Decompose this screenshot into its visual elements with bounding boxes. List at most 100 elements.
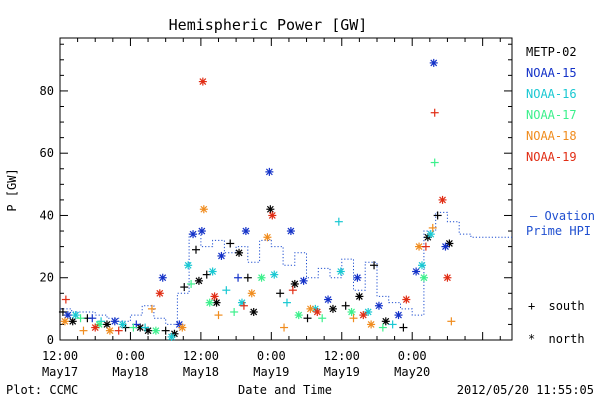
star-stroke-d2 <box>311 305 319 313</box>
star-stroke-d2 <box>235 249 243 257</box>
x-axis: 12:00 May17 0:00 May18 12:00 May18 0:00 May19 12… <box>42 38 501 379</box>
star-stroke-d2 <box>136 324 144 331</box>
star-stroke-d2 <box>427 230 435 238</box>
x-tick-label-time: 12:00 <box>183 349 219 363</box>
south-point-noaa-19 <box>421 242 430 251</box>
south-label: south <box>548 299 584 313</box>
x-tick-label-time: 0:00 <box>398 349 427 363</box>
north-point-noaa-15 <box>394 311 403 320</box>
south-point-metp-02 <box>191 245 200 254</box>
star-stroke-d2 <box>415 243 423 251</box>
south-point-noaa-18 <box>428 223 437 232</box>
star-stroke-d2 <box>420 274 428 282</box>
star-stroke-d2 <box>353 274 361 282</box>
star-stroke-d2 <box>106 327 114 335</box>
north-point-noaa-19 <box>198 77 207 86</box>
south-point-metp-02 <box>58 307 67 316</box>
symbol-legend-north: * north <box>528 332 585 346</box>
star-stroke-d2 <box>364 308 372 316</box>
star-stroke-d2 <box>103 321 111 328</box>
star-stroke-d2 <box>250 308 258 316</box>
north-point-noaa-15 <box>197 227 206 236</box>
y-tick-label: 20 <box>40 271 54 285</box>
star-stroke-d2 <box>268 212 276 219</box>
star-stroke-d2 <box>72 311 80 319</box>
north-point-metp-02 <box>235 248 244 257</box>
north-point-metp-02 <box>194 276 203 285</box>
north-point-noaa-15 <box>286 227 295 236</box>
x-tick-label-time: 12:00 <box>324 349 360 363</box>
south-point-noaa-16 <box>282 298 291 307</box>
star-stroke-d2 <box>144 327 152 335</box>
north-point-metp-02 <box>102 320 111 329</box>
star-stroke-d2 <box>64 311 72 319</box>
north-point-noaa-15 <box>324 295 333 304</box>
north-point-noaa-17 <box>257 273 266 282</box>
y-tick-label: 0 <box>47 333 54 347</box>
south-point-metp-02 <box>226 239 235 248</box>
north-point-metp-02 <box>144 326 153 335</box>
south-point-noaa-16 <box>222 286 231 295</box>
star-stroke-d2 <box>430 59 438 67</box>
star-stroke-d2 <box>211 292 219 300</box>
x-tick-label-time: 0:00 <box>257 349 286 363</box>
north-point-noaa-15 <box>429 58 438 67</box>
north-point-noaa-19 <box>313 307 322 316</box>
north-point-noaa-19 <box>91 323 100 332</box>
north-point-noaa-16 <box>364 307 373 316</box>
north-point-metp-02 <box>355 292 364 301</box>
star-stroke-d2 <box>444 274 451 282</box>
star-stroke-d2 <box>178 324 186 331</box>
star-stroke-d2 <box>119 321 127 328</box>
north-point-metp-02 <box>381 317 390 326</box>
x-axis-label: Date and Time <box>238 383 332 397</box>
south-point-noaa-16 <box>141 323 150 332</box>
north-point-metp-02 <box>68 317 77 326</box>
star-stroke-d2 <box>375 302 383 310</box>
star-stroke-d2 <box>355 292 363 300</box>
south-point-metp-02 <box>303 314 312 323</box>
north-point-noaa-17 <box>294 311 303 320</box>
star-stroke-d2 <box>168 333 175 341</box>
legend-entry: NOAA-18 <box>526 129 577 143</box>
north-point-noaa-17 <box>347 307 356 316</box>
north-point-noaa-19 <box>210 292 219 301</box>
star-stroke-d2 <box>91 324 99 331</box>
south-point-metp-02 <box>341 301 350 310</box>
star-stroke-d2 <box>270 271 278 279</box>
star-stroke-d2 <box>238 299 246 307</box>
north-point-noaa-16 <box>118 320 127 329</box>
star-stroke-d2 <box>300 277 308 285</box>
x-tick-label-date: May19 <box>253 365 289 379</box>
south-point-noaa-16 <box>334 217 343 226</box>
star-stroke-d2 <box>329 305 337 313</box>
south-point-noaa-19 <box>114 326 123 335</box>
footer-left: Plot: CCMC <box>6 383 78 397</box>
north-point-noaa-15 <box>189 230 198 239</box>
north-point-noaa-18 <box>199 205 208 214</box>
star-stroke-d2 <box>263 233 271 241</box>
south-point-noaa-19 <box>288 286 297 295</box>
star-stroke-d2 <box>412 268 420 275</box>
north-point-noaa-16 <box>336 267 345 276</box>
south-point-noaa-17 <box>230 307 239 316</box>
south-point-noaa-17 <box>76 314 85 323</box>
south-point-noaa-17 <box>318 314 327 323</box>
x-tick-label-date: May18 <box>183 365 219 379</box>
star-stroke-d2 <box>156 289 164 297</box>
south-point-metp-02 <box>370 261 379 270</box>
south-point-noaa-18 <box>147 304 156 313</box>
legend-entry: NOAA-19 <box>526 150 577 164</box>
north-point-noaa-15 <box>353 273 362 282</box>
north-point-noaa-19 <box>438 195 447 204</box>
star-stroke-d2 <box>291 280 299 288</box>
south-marker: + <box>528 299 535 313</box>
north-point-metp-02 <box>290 279 299 288</box>
star-stroke-d2 <box>265 168 273 176</box>
symbol-legend-south: + south <box>528 299 585 313</box>
north-marker: * <box>528 332 535 346</box>
north-point-noaa-15 <box>110 317 119 326</box>
star-stroke-d2 <box>175 321 183 328</box>
x-tick-label-date: May18 <box>112 365 148 379</box>
star-stroke-d2 <box>69 317 77 325</box>
